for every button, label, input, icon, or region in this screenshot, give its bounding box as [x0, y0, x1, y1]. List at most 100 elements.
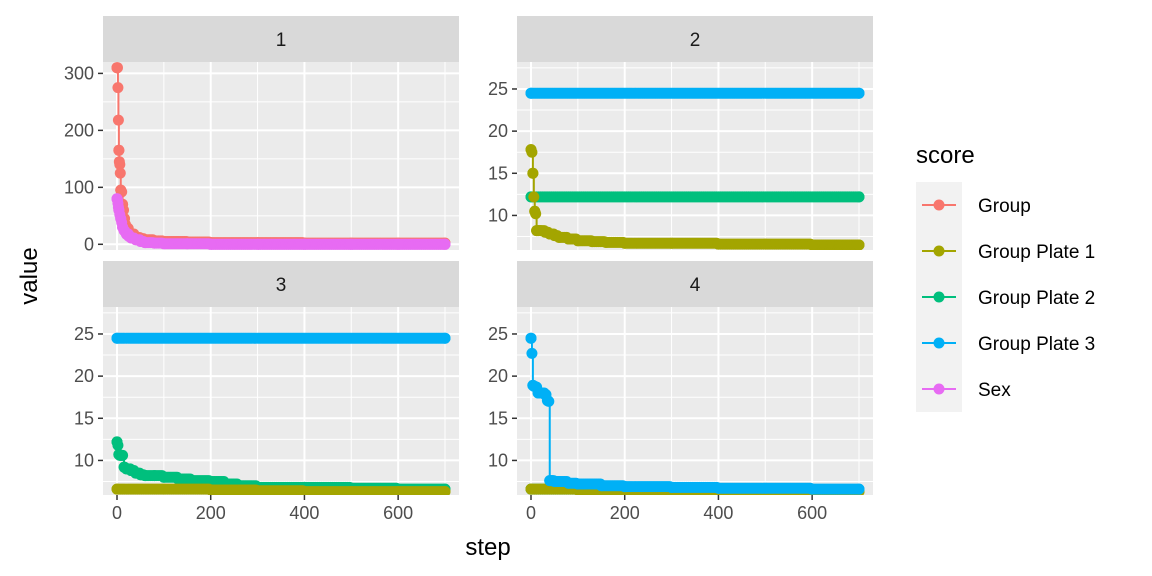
data-point-group [112, 114, 124, 126]
legend-label-group-plate-3: Group Plate 3 [978, 334, 1095, 355]
x-tick-label: 200 [610, 503, 640, 523]
strip-label: 1 [276, 30, 287, 51]
data-point-group-plate-3 [111, 332, 123, 344]
data-point-group [114, 167, 126, 179]
data-point-group-plate-2 [148, 470, 160, 482]
strip-background [103, 261, 459, 307]
data-point-group-plate-1 [525, 483, 537, 495]
x-tick-label: 0 [112, 503, 122, 523]
y-tick-label: 25 [488, 324, 508, 344]
y-tick-label: 0 [84, 234, 94, 254]
data-point-group-plate-1 [252, 485, 264, 495]
data-point-group-plate-1 [392, 486, 404, 495]
x-tick-label: 400 [703, 503, 733, 523]
legend-label-group: Group [978, 196, 1031, 217]
data-point-group-plate-2 [186, 475, 198, 487]
legend-title: score [916, 142, 975, 169]
x-tick-label: 600 [383, 503, 413, 523]
data-point-group-plate-1 [298, 486, 310, 495]
panel-2: 2 10 15 20 25 [488, 16, 873, 250]
data-point-group-plate-1 [111, 483, 123, 495]
data-point-group-plate-3 [526, 347, 538, 359]
data-point-sex [345, 238, 357, 250]
legend-key-point-group-plate-1 [933, 245, 945, 257]
y-tick-label: 20 [488, 366, 508, 386]
data-point-sex [298, 238, 310, 250]
panel-background [103, 62, 459, 250]
data-point-group-plate-1 [526, 146, 538, 158]
y-tick-label: 300 [64, 63, 94, 83]
y-tick-label: 25 [74, 324, 94, 344]
legend-label-group-plate-2: Group Plate 2 [978, 288, 1095, 309]
data-point-group-plate-2 [139, 470, 151, 482]
data-point-group-plate-3 [853, 87, 865, 99]
data-point-group-plate-1 [666, 237, 678, 249]
data-point-group-plate-1 [712, 238, 724, 250]
data-point-group-plate-1 [853, 239, 865, 250]
data-point-group-plate-3 [562, 477, 574, 489]
data-point-group-plate-3 [572, 478, 584, 490]
data-point-group-plate-3 [666, 481, 678, 493]
data-point-sex [158, 238, 170, 250]
panel-3: 3 10 15 20 25 0 200 400 600 [74, 261, 459, 523]
data-point-group-plate-2 [853, 191, 865, 203]
y-tick-label: 10 [488, 450, 508, 470]
legend-key-point-group-plate-3 [933, 337, 945, 349]
data-point-group [113, 144, 125, 156]
data-point-group-plate-3 [806, 483, 818, 495]
y-tick-label: 20 [488, 121, 508, 141]
data-point-group-plate-2 [158, 471, 170, 483]
strip-background [517, 261, 873, 307]
y-tick-label: 100 [64, 177, 94, 197]
data-point-group [114, 159, 126, 171]
x-tick-label: 600 [797, 503, 827, 523]
x-tick-label: 200 [196, 503, 226, 523]
data-point-group-plate-3 [619, 481, 631, 493]
data-point-group-plate-1 [600, 236, 612, 248]
legend-key-point-group-plate-2 [933, 291, 945, 303]
data-point-sex [252, 238, 264, 250]
panel-data [111, 62, 451, 250]
data-point-group-plate-1 [439, 486, 451, 495]
data-point-group-plate-2 [112, 439, 124, 451]
data-point-group-plate-2 [172, 473, 184, 485]
legend-key-point-sex [933, 383, 945, 395]
panel-data [111, 332, 451, 495]
y-axis-title: value [16, 247, 43, 304]
strip-label: 2 [690, 30, 701, 51]
strip-background [517, 16, 873, 62]
data-point-sex [392, 238, 404, 250]
y-tick-label: 25 [488, 79, 508, 99]
data-point-sex [148, 237, 160, 249]
panel-data [525, 87, 865, 250]
data-point-group-plate-1 [205, 484, 217, 495]
strip-background [103, 16, 459, 62]
legend-label-sex: Sex [978, 380, 1011, 401]
x-axis-title: step [465, 534, 510, 561]
data-point-sex [439, 238, 451, 250]
data-point-group-plate-1 [528, 191, 540, 203]
data-point-sex [181, 238, 193, 250]
panel-1: 1 0 100 200 300 [64, 16, 459, 254]
data-point-group-plate-3 [543, 395, 555, 407]
y-tick-label: 20 [74, 366, 94, 386]
legend-label-group-plate-1: Group Plate 1 [978, 242, 1095, 263]
panel-data [525, 332, 865, 495]
data-point-group-plate-1 [530, 208, 542, 220]
y-tick-label: 15 [488, 163, 508, 183]
data-point-group-plate-3 [439, 332, 451, 344]
data-point-group-plate-1 [345, 486, 357, 495]
data-point-group-plate-1 [158, 483, 170, 495]
data-point-group-plate-2 [116, 449, 128, 461]
x-tick-label: 400 [289, 503, 319, 523]
data-point-group-plate-1 [562, 233, 574, 245]
data-point-group-plate-3 [853, 483, 865, 495]
legend: score Group Group Plate 1 Group Plate 2 Gro… [916, 142, 1095, 412]
data-point-group-plate-1 [553, 231, 565, 243]
data-point-group-plate-3 [595, 480, 607, 492]
y-tick-label: 10 [488, 205, 508, 225]
panel-background [517, 307, 873, 495]
data-point-sex [205, 238, 217, 250]
data-point-group-plate-1 [759, 238, 771, 250]
